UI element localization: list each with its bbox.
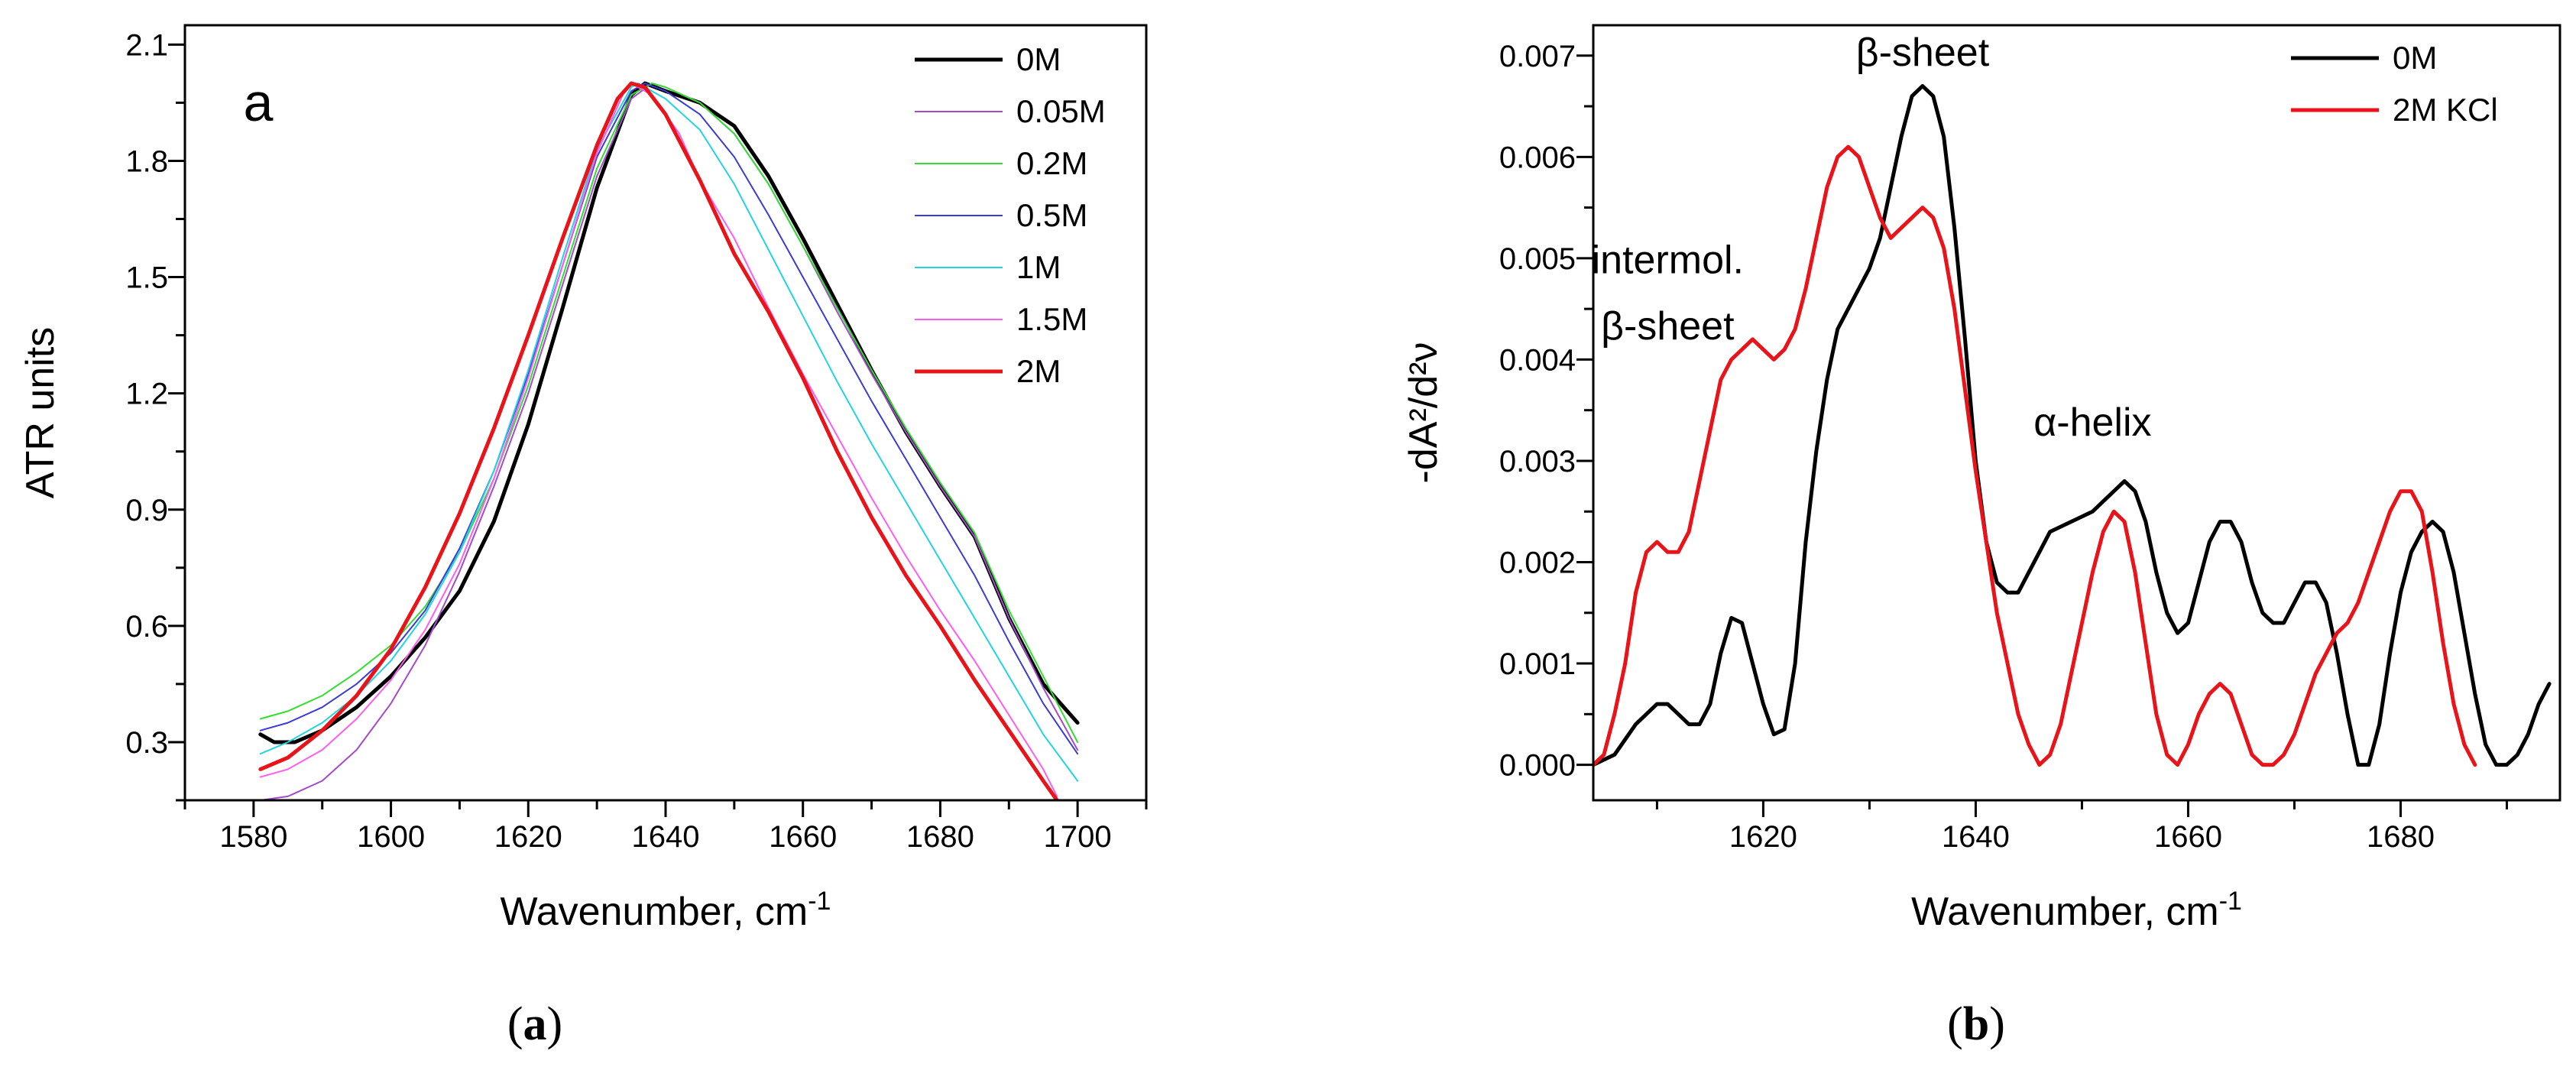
x-tick-label: 1620 [1729, 820, 1797, 854]
legend-label: 0M [1016, 41, 1061, 77]
y-tick-label: 0.000 [1499, 749, 1576, 783]
x-tick-label: 1580 [219, 820, 287, 854]
x-tick-label: 1680 [2367, 820, 2435, 854]
series-line-0m [1593, 84, 2552, 767]
x-tick-label: 1660 [2154, 820, 2222, 854]
x-axis-label: Wavenumber, cm-1 [501, 887, 831, 934]
caption-b: (b) [1947, 998, 2005, 1050]
panel-label: a [244, 73, 274, 132]
y-tick-label: 0.001 [1499, 647, 1576, 681]
y-tick-label: 0.002 [1499, 546, 1576, 580]
y-tick-label: 1.5 [125, 261, 168, 295]
legend-label: 0.05M [1016, 93, 1106, 129]
series-line-1m [259, 83, 1079, 782]
y-tick-label: 0.007 [1499, 40, 1576, 73]
y-tick-label: 0.004 [1499, 343, 1576, 377]
y-tick-label: 1.2 [125, 378, 168, 411]
legend-label: 0.2M [1016, 145, 1087, 181]
plot-frame [1592, 24, 2561, 802]
y-tick-label: 0.005 [1499, 242, 1576, 276]
legend-label: 0M [2393, 40, 2437, 76]
y-tick-label: 0.003 [1499, 445, 1576, 478]
annotation-label: intermol. [1592, 238, 1744, 283]
series-line-0-2m [259, 83, 1079, 743]
y-tick-label: 0.9 [125, 494, 168, 527]
y-tick-label: 0.6 [125, 610, 168, 644]
legend-label: 2M KCl [2393, 92, 2498, 128]
legend-label: 1M [1016, 249, 1061, 285]
annotation-label: β-sheet [1601, 304, 1735, 349]
series-line-0-5m [259, 83, 1079, 755]
x-tick-label: 1660 [769, 820, 837, 854]
series-line-1-5m [259, 83, 1058, 797]
annotation-label: β-sheet [1856, 31, 1990, 75]
x-tick-label: 1640 [1942, 820, 2010, 854]
y-tick-label: 0.3 [125, 726, 168, 760]
y-tick-label: 1.8 [125, 144, 168, 178]
chart-panel-a: 1580 1600 1620 1640 1660 1680 1700 0.3 0.6 0.9 1.2… [18, 24, 1148, 934]
x-axis-label: Wavenumber, cm-1 [1911, 887, 2242, 934]
caption-a: (a) [507, 998, 562, 1050]
legend-label: 2M [1016, 353, 1061, 389]
x-tick-label: 1700 [1044, 820, 1112, 854]
annotation-label: α-helix [2033, 401, 2151, 445]
series-line-0-05m [259, 83, 1079, 800]
y-tick-label: 2.1 [125, 28, 168, 62]
x-tick-label: 1680 [906, 820, 974, 854]
series-line-2m [258, 81, 1059, 800]
legend-label: 0.5M [1016, 197, 1087, 233]
plot-frame [183, 24, 1148, 802]
y-axis-label: ATR units [18, 327, 63, 498]
series-line-2m-kcl [1593, 144, 2477, 767]
x-tick-label: 1600 [357, 820, 425, 854]
y-axis-label: -dA²/d²ν [1401, 342, 1446, 484]
series-line-0m [258, 81, 1080, 744]
x-tick-label: 1620 [494, 820, 562, 854]
legend-label: 1.5M [1016, 301, 1087, 337]
y-tick-label: 0.006 [1499, 141, 1576, 174]
x-tick-label: 1640 [632, 820, 700, 854]
chart-panel-b: 1620 1640 1660 1680 0.000 0.001 0.002 0.003 0.00… [1401, 24, 2561, 934]
